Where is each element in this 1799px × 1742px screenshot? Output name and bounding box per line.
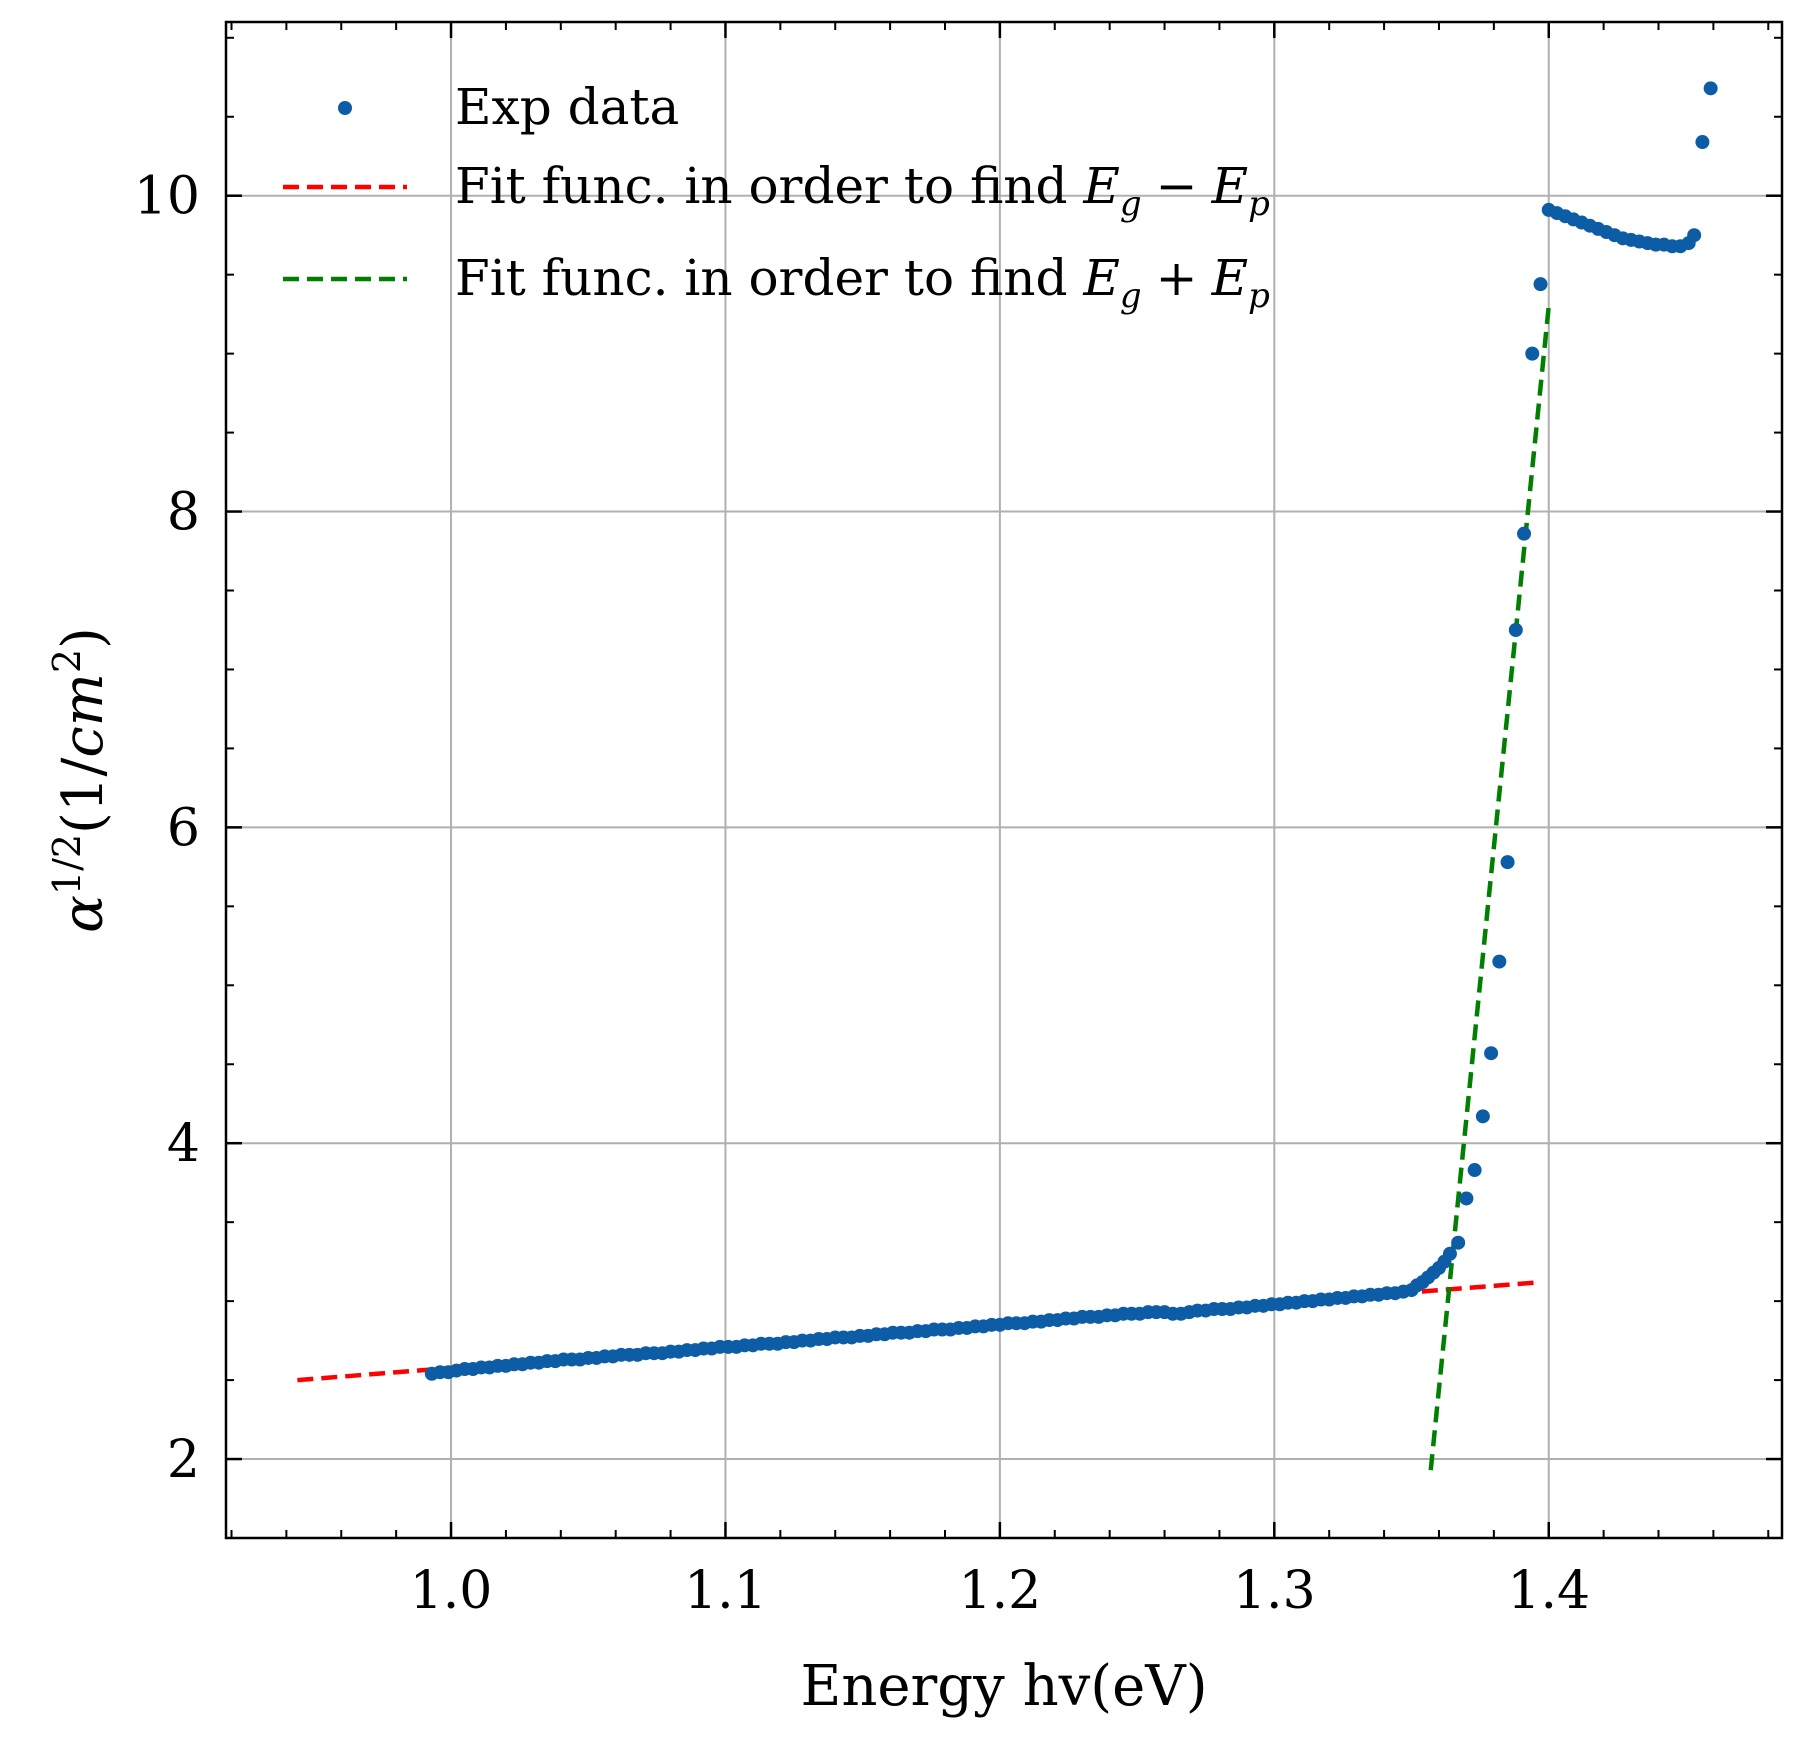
fit-line	[1428, 306, 1551, 1471]
legend-math-op-plus: +	[1156, 249, 1198, 307]
y-axis-label-unit-exp: 2	[45, 649, 89, 673]
data-point	[1703, 81, 1718, 96]
y-tick-label: 6	[167, 798, 200, 858]
data-point	[1459, 1191, 1474, 1206]
y-axis-label-base: α	[51, 895, 116, 933]
data-point	[1695, 135, 1710, 150]
legend-label-exp-data: Exp data	[455, 78, 679, 136]
legend-label-fit-minus: Fit func. in order to find	[455, 157, 1068, 215]
legend-math-e4: E	[1211, 249, 1249, 307]
x-axis-label: Energy hv(eV)	[800, 1654, 1207, 1719]
y-axis-label-unit-open: (1/	[51, 757, 116, 833]
plot-frame	[224, 20, 1784, 1540]
data-point	[1508, 622, 1523, 637]
x-tick-label: 1.0	[410, 1561, 493, 1621]
y-tick-label: 4	[167, 1114, 200, 1174]
legend-item-fit-plus: Fit func. in order to find Eg + Ep	[283, 249, 1270, 316]
data-point	[1500, 855, 1515, 870]
tick-labels: 1.0 1.1 1.2 1.3 1.4 2 4 6 8 10	[134, 167, 1590, 1621]
legend-item-fit-minus: Fit func. in order to find Eg − Ep	[283, 157, 1270, 224]
data-point	[1451, 1235, 1466, 1250]
data-point	[1517, 526, 1532, 541]
legend-math-e2: E	[1211, 157, 1249, 215]
data-point	[1475, 1109, 1490, 1124]
legend-marker-exp-data	[338, 101, 352, 115]
data-point	[1687, 228, 1702, 243]
legend-math-sub-g2: g	[1120, 276, 1142, 316]
legend: Exp data Fit func. in order to find Eg − E…	[283, 78, 1270, 316]
y-axis-label: α1/2(1/cm2)	[45, 627, 116, 933]
legend-math-sub-p: p	[1248, 184, 1270, 224]
y-axis-label-unit-close: )	[51, 627, 116, 649]
legend-math-op-minus: −	[1156, 157, 1198, 215]
x-tick-label: 1.2	[959, 1561, 1042, 1621]
legend-math-e1: E	[1082, 157, 1120, 215]
y-axis-label-exponent: 1/2	[45, 834, 89, 895]
data-point	[1467, 1163, 1482, 1178]
x-tick-label: 1.1	[684, 1561, 767, 1621]
x-tick-label: 1.3	[1233, 1561, 1316, 1621]
grid	[226, 22, 1782, 1538]
data-point	[1525, 346, 1540, 361]
legend-label-fit-plus: Fit func. in order to find	[455, 249, 1068, 307]
legend-math-sub-g: g	[1120, 184, 1142, 224]
svg-text:α1/2(1/cm2): α1/2(1/cm2)	[45, 627, 116, 933]
legend-item-exp-data: Exp data	[338, 78, 679, 136]
y-tick-label: 8	[167, 483, 200, 543]
data-point	[1492, 954, 1507, 969]
data-point	[1484, 1046, 1499, 1061]
x-tick-label: 1.4	[1507, 1561, 1590, 1621]
legend-math-sub-p2: p	[1248, 276, 1270, 316]
legend-math-e3: E	[1082, 249, 1120, 307]
y-tick-label: 10	[134, 167, 200, 227]
y-axis-label-unit-var: cm	[51, 673, 116, 757]
plot-area	[297, 81, 1718, 1471]
ticks	[226, 22, 1782, 1539]
data-point	[1533, 277, 1548, 292]
y-tick-label: 2	[167, 1430, 200, 1490]
svg-text:Fit func. in order to find Eg+: Fit func. in order to find Eg + Ep	[455, 249, 1270, 316]
svg-text:Fit func. in order to find Eg−: Fit func. in order to find Eg − Ep	[455, 157, 1270, 224]
data-point	[1442, 1246, 1457, 1261]
